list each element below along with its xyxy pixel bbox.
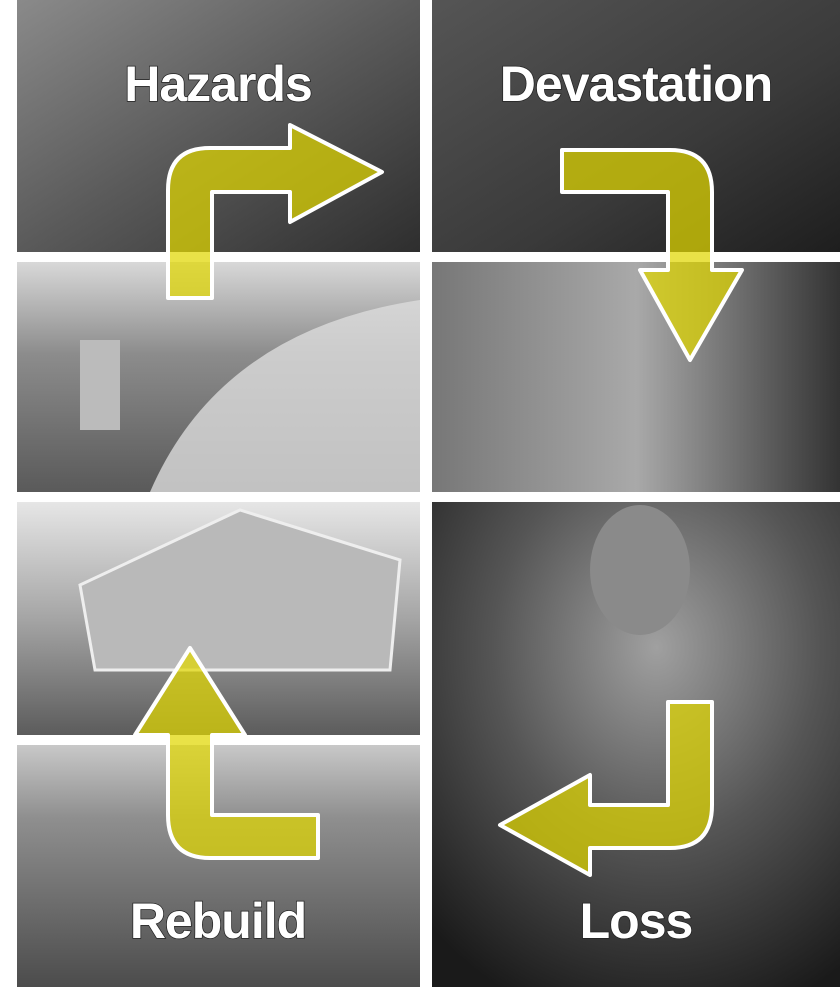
arrow-up: [133, 646, 320, 860]
photo-street: [432, 262, 840, 492]
photo-rubble: [432, 0, 840, 252]
label: Loss: [580, 893, 693, 949]
building: [80, 340, 120, 430]
arrow-down: [560, 148, 744, 362]
photo-ruined-town: [17, 745, 420, 987]
face: [590, 505, 690, 635]
photo-cracked-road: [17, 0, 420, 252]
label: Rebuild: [130, 893, 306, 949]
label: Devastation: [500, 56, 772, 112]
wave: [150, 300, 420, 492]
arrow-left: [498, 700, 714, 877]
house: [78, 508, 402, 672]
label: Hazards: [124, 56, 312, 112]
arrow-right: [166, 123, 384, 300]
